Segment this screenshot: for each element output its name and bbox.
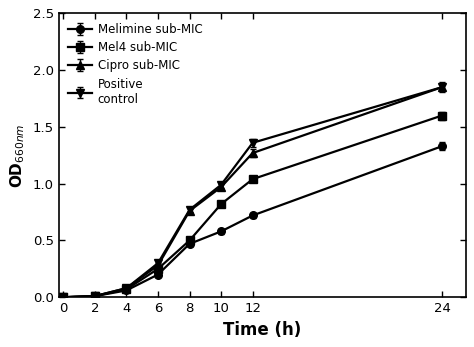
Legend: Melimine sub-MIC, Mel4 sub-MIC, Cipro sub-MIC, Positive
control: Melimine sub-MIC, Mel4 sub-MIC, Cipro su… [64,19,206,109]
Y-axis label: OD$_{660nm}$: OD$_{660nm}$ [9,123,27,188]
X-axis label: Time (h): Time (h) [223,321,301,339]
